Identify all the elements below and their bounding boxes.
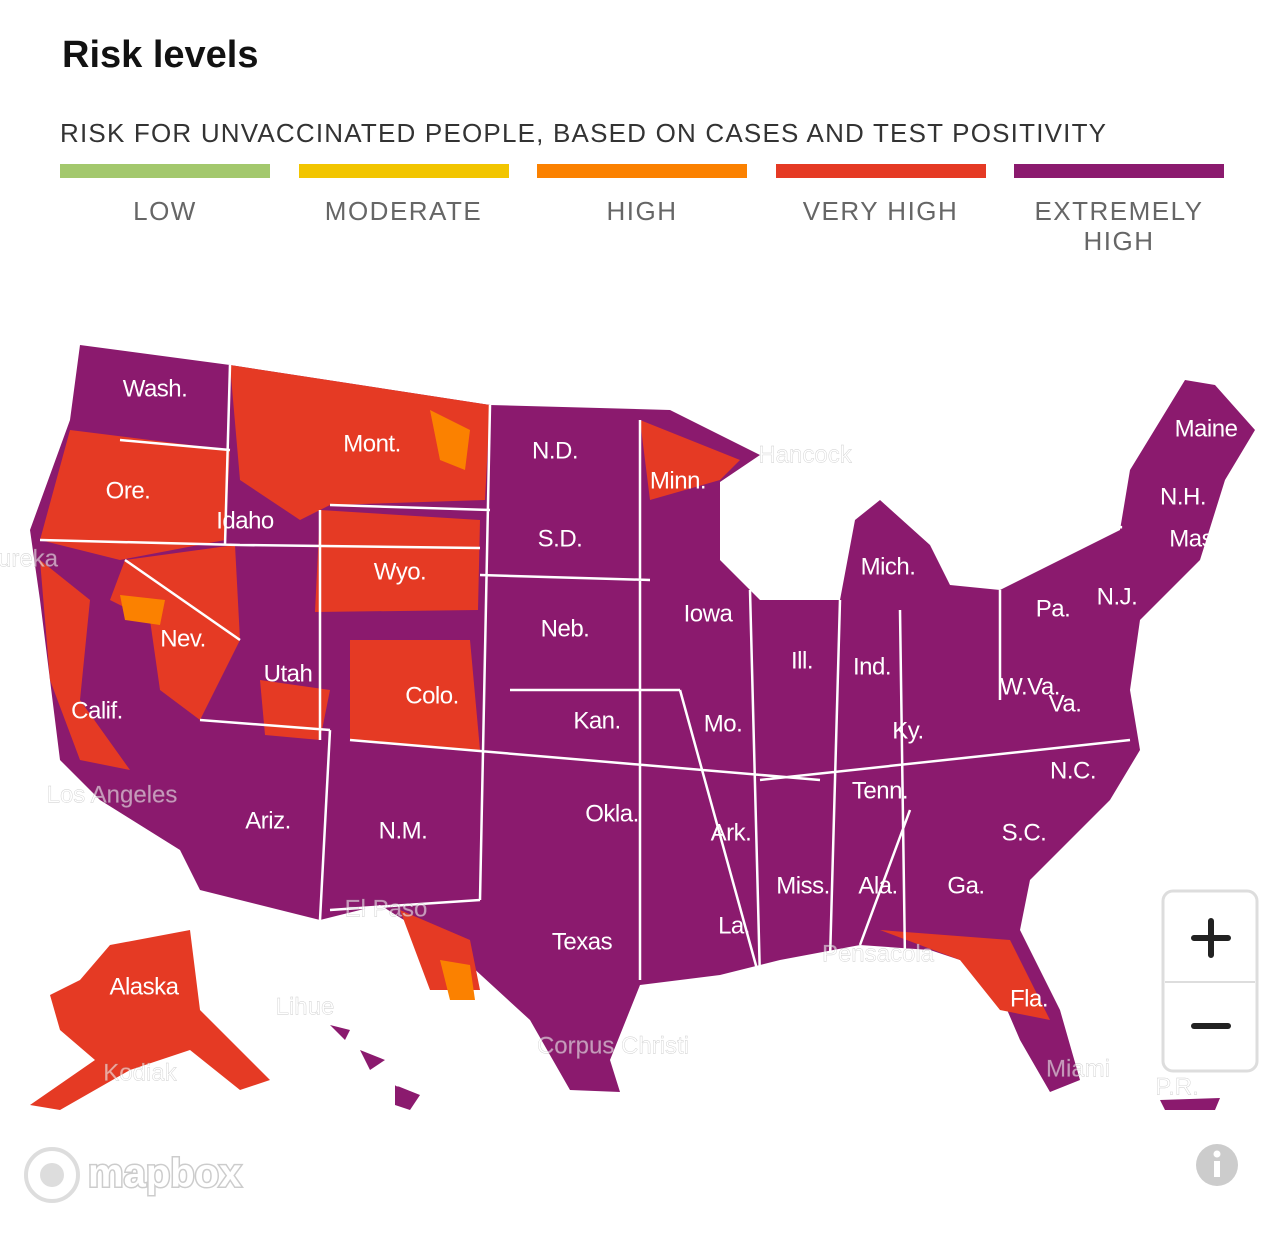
legend-item: VERY HIGH: [775, 164, 986, 256]
state-label: La.: [718, 912, 750, 939]
state-label: Hawaii: [376, 1065, 445, 1092]
region-very-high: [350, 640, 480, 750]
state-label: N.Y.: [1082, 507, 1124, 534]
place-label: Kodiak: [103, 1059, 177, 1086]
state-label: Okla.: [585, 800, 639, 827]
region-high: [440, 960, 475, 1000]
legend-swatch: [298, 164, 509, 178]
region-high: [430, 410, 470, 470]
state-label: N.C.: [1050, 757, 1096, 784]
state-label: Ore.: [106, 477, 151, 504]
state-label: Maine: [1175, 415, 1238, 442]
legend-swatch: [60, 164, 270, 178]
attribution: mapbox: [88, 1152, 241, 1196]
region-very-high: [880, 930, 1050, 1020]
state-label: Ark.: [711, 819, 752, 846]
land-pr: [1160, 1098, 1220, 1110]
state-label: Mo.: [704, 710, 743, 737]
legend-label: VERY HIGH: [802, 196, 959, 226]
state-label: Alaska: [109, 973, 179, 1000]
state-label: Ind.: [853, 653, 891, 680]
state-label: Kan.: [573, 707, 620, 734]
place-label: Miami: [1046, 1055, 1110, 1082]
place-label: P.R.: [1155, 1073, 1199, 1100]
state-label: Texas: [552, 928, 613, 955]
region-very-high: [315, 510, 480, 612]
place-label: El Paso: [345, 895, 428, 922]
state-border: [39, 364, 1131, 981]
state-label: Ala.: [858, 872, 897, 899]
state-label: Iowa: [684, 600, 734, 627]
legend-label: EXTREMELY HIGH: [1034, 196, 1204, 256]
state-label: Va.: [1049, 690, 1082, 717]
state-label: Neb.: [541, 615, 590, 642]
legend: LOW MODERATE HIGH VERY HIGH EXTREMELY HIGH: [60, 164, 1224, 256]
legend-label: LOW: [133, 196, 197, 226]
region-high: [120, 595, 165, 625]
place-label: Eureka: [0, 545, 59, 572]
legend-item: HIGH: [537, 164, 747, 256]
state-label: Utah: [264, 660, 313, 687]
state-label: Pa.: [1036, 595, 1071, 622]
zoom-control: [1161, 889, 1259, 1073]
zoom-in[interactable]: [1165, 893, 1255, 981]
place-label: Los Angeles: [47, 781, 178, 808]
state-label: Colo.: [405, 682, 459, 709]
state-label: Tenn.: [852, 777, 908, 804]
state-label: Miss.: [776, 872, 830, 899]
state-label: W.Va.: [1000, 673, 1060, 700]
state-label: Ga.: [947, 872, 984, 899]
state-label: Ariz.: [245, 807, 291, 834]
legend-item: LOW: [60, 164, 270, 256]
subtitle: RISK FOR UNVACCINATED PEOPLE, BASED ON C…: [60, 118, 1108, 148]
region-very-high: [230, 365, 490, 520]
place-label: Lihue: [276, 993, 335, 1020]
region-very-high: [40, 430, 230, 560]
state-label: N.J.: [1097, 583, 1138, 610]
state-label: Wis.: [756, 517, 801, 544]
region-very-high: [640, 420, 740, 500]
place-label: Corpus Christi: [537, 1032, 689, 1059]
legend-swatch: [1014, 164, 1224, 178]
state-label: Mich.: [861, 553, 916, 580]
state-label: Idaho: [216, 507, 274, 534]
state-label: Minn.: [650, 467, 706, 494]
state-label: Mass.: [1169, 525, 1231, 552]
state-label: Nev.: [160, 625, 206, 652]
legend-swatch: [537, 164, 747, 178]
info-button[interactable]: [1196, 1144, 1238, 1186]
land-alaska: [30, 930, 270, 1110]
state-label: Calif.: [71, 697, 123, 724]
title: Risk levels: [62, 34, 259, 76]
legend-label: HIGH: [606, 196, 678, 226]
state-label: Wyo.: [374, 558, 426, 585]
state-label: Ill.: [791, 647, 813, 674]
state-label: S.D.: [538, 525, 583, 552]
state-label: S.C.: [1002, 819, 1047, 846]
legend-label: MODERATE: [324, 196, 483, 226]
legend-item: EXTREMELY HIGH: [1014, 164, 1224, 256]
place-label: Pensacola: [822, 940, 935, 967]
state-label: Fla.: [1010, 985, 1048, 1012]
land-hawaii: [330, 1025, 420, 1110]
state-label: N.M.: [379, 817, 428, 844]
region-very-high: [110, 545, 240, 720]
state-label: N.H.: [1160, 483, 1206, 510]
state-label: N.D.: [532, 437, 578, 464]
legend-item: MODERATE: [298, 164, 509, 256]
state-label: Ky.: [892, 717, 923, 744]
place-label: Hancock: [758, 441, 852, 468]
legend-swatch: [775, 164, 986, 178]
state-label: Wash.: [123, 375, 188, 402]
region-very-high: [40, 560, 130, 770]
zoom-out[interactable]: [1165, 984, 1255, 1069]
mapbox-logo[interactable]: [24, 1147, 80, 1203]
state-label: Mont.: [343, 430, 401, 457]
